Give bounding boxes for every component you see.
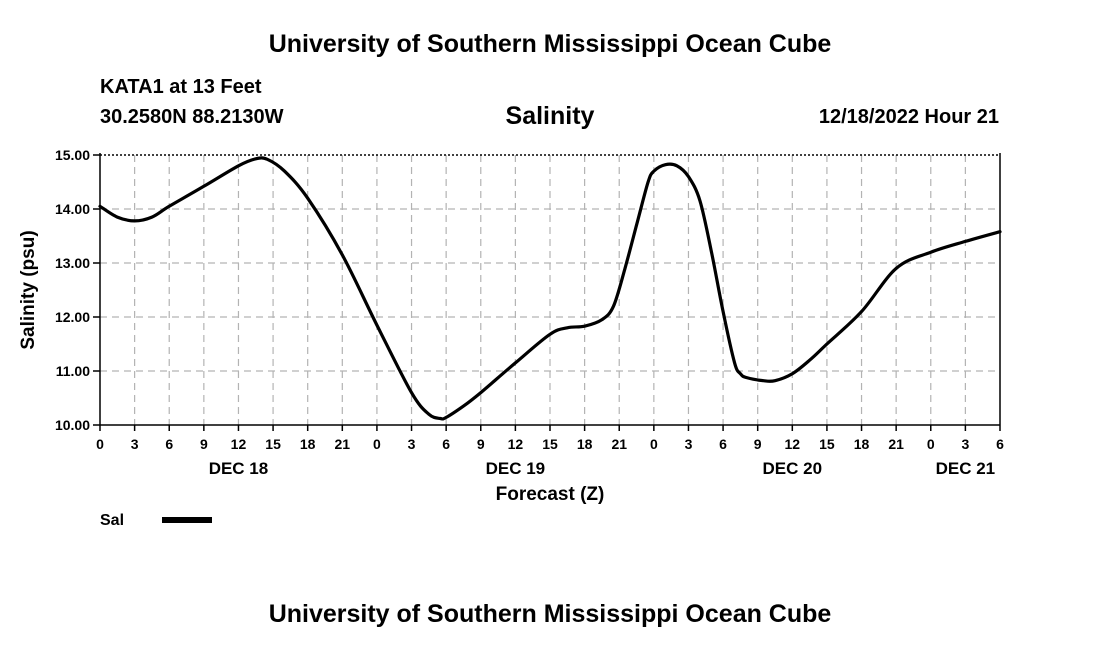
x-tick-label: 3: [408, 436, 416, 452]
y-tick-label: 11.00: [56, 363, 90, 379]
y-tick-label: 10.00: [55, 417, 90, 433]
chart-title-top: University of Southern Mississippi Ocean…: [268, 30, 832, 58]
x-tick-label: 9: [477, 436, 485, 452]
x-tick-label: 18: [577, 436, 593, 452]
x-tick-label: 15: [265, 436, 281, 452]
series-layer: [98, 156, 1002, 421]
forecast-datetime: 12/18/2022 Hour 21: [818, 106, 999, 128]
x-tick-label: 6: [442, 436, 450, 452]
series-line-sal: [98, 156, 1002, 421]
x-tick-label: 3: [685, 436, 693, 452]
day-label: DEC 19: [486, 459, 546, 478]
y-axis-title: Salinity (psu): [18, 230, 39, 349]
y-tick-label: 13.00: [55, 255, 90, 271]
coordinates-label: 30.2580N 88.2130W: [100, 106, 284, 128]
x-tick-label: 6: [165, 436, 173, 452]
axis-labels: 10.00 11.00 12.00 13.00 14.00 15.00 0 3 6 9 12 15 18…: [18, 147, 1004, 505]
x-tick-label: 21: [611, 436, 627, 452]
x-tick-label: 0: [650, 436, 658, 452]
y-tick-label: 15.00: [55, 147, 90, 163]
station-label: KATA1 at 13 Feet: [100, 76, 262, 98]
x-tick-label: 12: [508, 436, 524, 452]
x-tick-label: 3: [131, 436, 139, 452]
axes: [93, 153, 1001, 431]
x-tick-label: 18: [854, 436, 870, 452]
x-axis-title: Forecast (Z): [496, 484, 605, 505]
x-tick-label: 3: [961, 436, 969, 452]
x-tick-label: 0: [927, 436, 935, 452]
y-tick-label: 14.00: [55, 201, 90, 217]
x-tick-label: 0: [373, 436, 381, 452]
x-tick-label: 21: [335, 436, 351, 452]
x-tick-label: 12: [231, 436, 247, 452]
variable-title: Salinity: [505, 102, 595, 130]
x-tick-label: 6: [719, 436, 727, 452]
chart-title-bottom: University of Southern Mississippi Ocean…: [268, 600, 832, 628]
x-tick-label: 9: [200, 436, 208, 452]
y-tick-label: 12.00: [55, 309, 90, 325]
day-label: DEC 20: [763, 459, 823, 478]
legend-label: Sal: [100, 512, 124, 529]
day-label: DEC 21: [936, 459, 996, 478]
x-tick-label: 6: [996, 436, 1004, 452]
x-tick-label: 18: [300, 436, 316, 452]
x-tick-label: 15: [542, 436, 558, 452]
grid-lines: [100, 154, 1000, 425]
x-tick-label: 9: [754, 436, 762, 452]
x-tick-label: 21: [888, 436, 904, 452]
x-tick-label: 12: [785, 436, 801, 452]
legend: Sal: [100, 512, 212, 529]
x-tick-label: 0: [96, 436, 104, 452]
day-label: DEC 18: [209, 459, 269, 478]
x-tick-label: 15: [819, 436, 835, 452]
